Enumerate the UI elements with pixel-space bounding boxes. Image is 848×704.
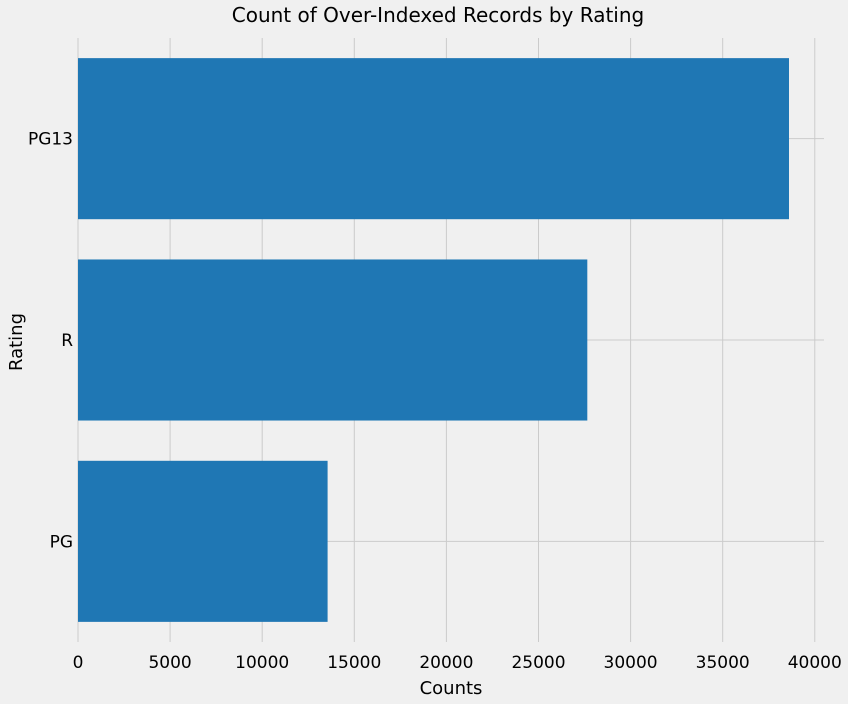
chart-title: Count of Over-Indexed Records by Rating [232,3,644,27]
x-tick-label: 25000 [511,653,565,673]
x-axis-label: Counts [420,678,483,699]
x-tick-label: 40000 [788,653,842,673]
bar-pg [78,460,328,622]
y-tick-label: PG [50,532,73,552]
x-tick-label: 10000 [235,653,289,673]
y-axis-label: Rating [6,313,27,371]
x-tick-label: 20000 [419,653,473,673]
x-tick-labels: 0 5000 10000 15000 20000 25000 30000 35000 40000 [73,653,842,673]
y-tick-label: R [61,331,73,351]
bars [78,58,790,622]
bar-r [78,259,588,421]
x-tick-label: 5000 [148,653,191,673]
y-tick-label: PG13 [28,130,73,150]
x-tick-label: 35000 [696,653,750,673]
y-tick-labels: PG13 R PG [28,130,73,553]
x-tick-label: 0 [73,653,84,673]
x-tick-label: 30000 [604,653,658,673]
x-tick-label: 15000 [327,653,381,673]
bar-pg13 [78,58,790,220]
